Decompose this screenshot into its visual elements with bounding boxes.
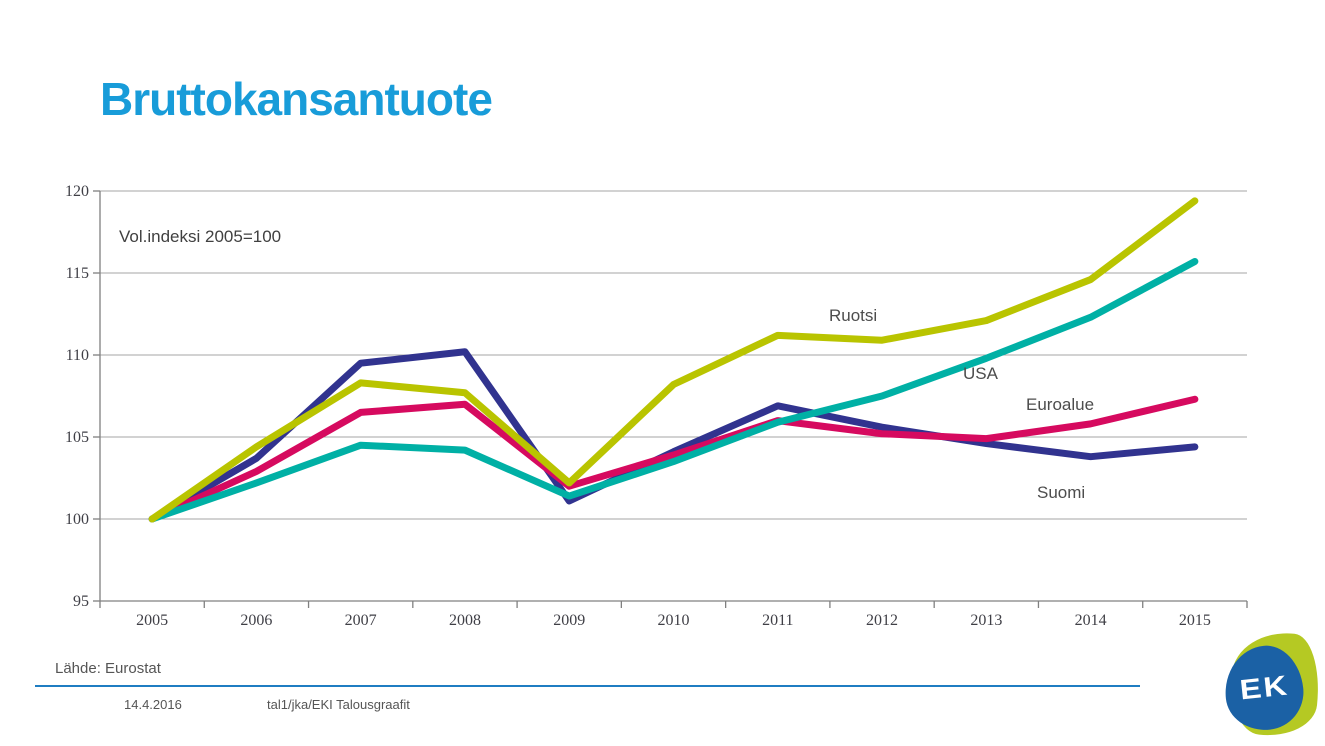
x-tick-label: 2006 — [240, 612, 272, 629]
series-label-suomi: Suomi — [1037, 483, 1086, 502]
x-tick-label: 2010 — [658, 612, 690, 629]
series-label-ruotsi: Ruotsi — [829, 306, 878, 325]
series-line-usa — [148, 258, 1199, 523]
chart-annotation: Vol.indeksi 2005=100 — [119, 227, 282, 246]
source-note: Lähde: Eurostat — [55, 660, 161, 677]
footer-divider — [35, 685, 1140, 687]
x-tick-label: 2015 — [1179, 612, 1211, 629]
x-tick-label: 2012 — [866, 612, 898, 629]
y-tick-label: 100 — [65, 511, 89, 528]
ek-logo-text: EK — [1237, 669, 1291, 706]
y-tick-label: 105 — [65, 429, 89, 446]
footer-credit: tal1/jka/EKI Talousgraafit — [267, 697, 410, 712]
y-tick-label: 110 — [66, 347, 89, 364]
x-tick-label: 2007 — [345, 612, 377, 629]
series-line-ruotsi — [148, 197, 1199, 523]
y-tick-label: 120 — [65, 183, 89, 200]
x-tick-label: 2014 — [1075, 612, 1107, 629]
x-tick-label: 2009 — [553, 612, 585, 629]
x-tick-label: 2011 — [762, 612, 793, 629]
series-label-euroalue: Euroalue — [1026, 395, 1095, 414]
x-tick-label: 2005 — [136, 612, 168, 629]
y-tick-label: 95 — [73, 593, 89, 610]
series-line-euroalue — [148, 395, 1199, 523]
y-tick-label: 115 — [66, 265, 89, 282]
page-title: Bruttokansantuote — [100, 73, 493, 125]
x-tick-label: 2008 — [449, 612, 481, 629]
x-tick-label: 2013 — [970, 612, 1002, 629]
ek-logo: EK — [1220, 627, 1325, 742]
footer-date: 14.4.2016 — [124, 697, 182, 712]
series-label-usa: USA — [963, 364, 998, 383]
